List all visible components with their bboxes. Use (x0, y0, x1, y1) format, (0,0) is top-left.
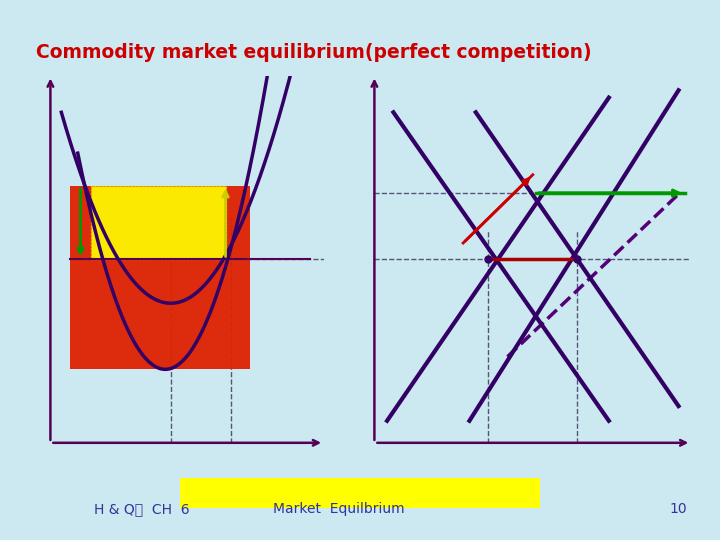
Text: H & Q，  CH  6: H & Q， CH 6 (94, 502, 189, 516)
Text: 10: 10 (670, 502, 687, 516)
Text: Commodity market equilibrium(perfect competition): Commodity market equilibrium(perfect com… (36, 43, 592, 62)
Bar (70, 186, 250, 369)
Bar (91, 186, 225, 259)
Text: Market  Equilbrium: Market Equilbrium (273, 502, 404, 516)
